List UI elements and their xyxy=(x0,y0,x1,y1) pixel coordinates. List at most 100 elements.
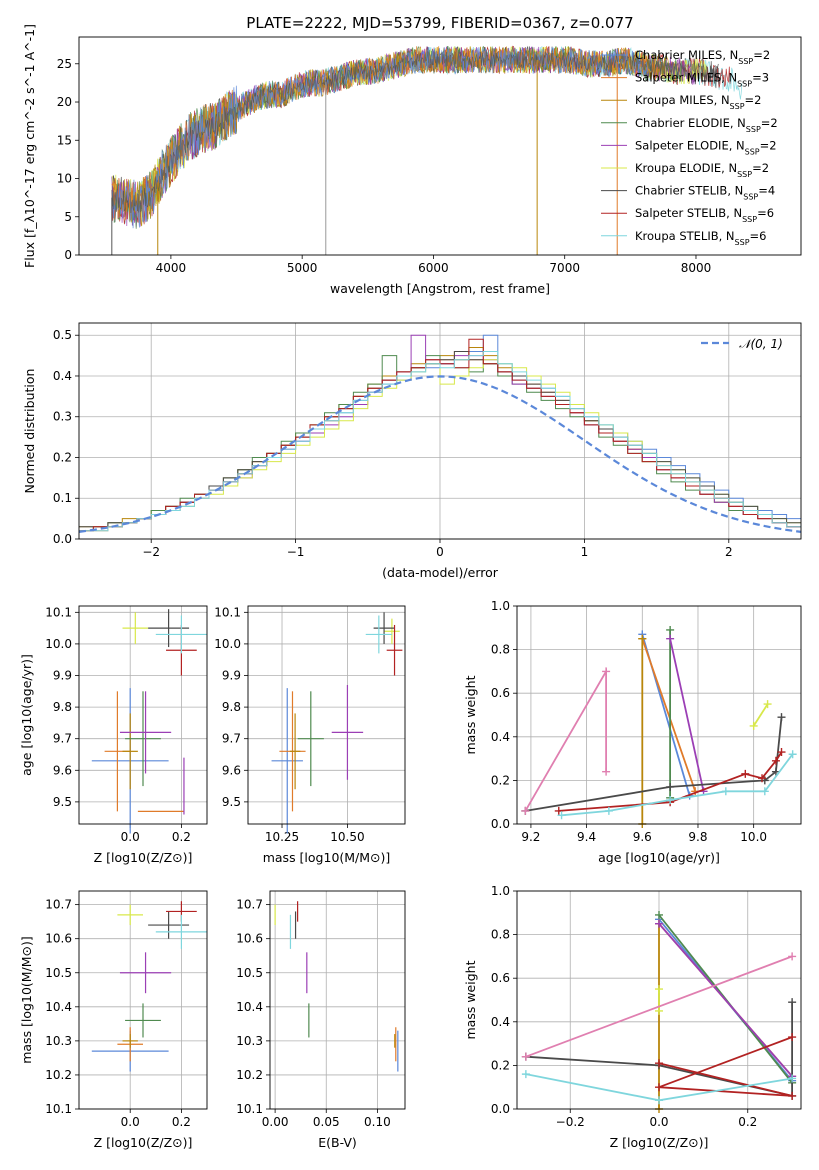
weight-marker xyxy=(554,806,563,815)
x-tick-label: 10.25 xyxy=(265,830,299,844)
axes-frame xyxy=(516,890,802,1110)
y-tick-label: 0.2 xyxy=(491,773,510,787)
y-tick-label: 9.5 xyxy=(53,795,72,809)
y-tick-label: 0.2 xyxy=(53,450,72,464)
weight-marker xyxy=(741,769,750,778)
x-axis-label: Z [log10(Z/Z⊙)] xyxy=(94,1135,193,1150)
x-axis-label: (data-model)/error xyxy=(382,565,499,580)
legend-label: Chabrier STELIB, NSSP=4 xyxy=(635,184,775,202)
y-tick-label: 0.0 xyxy=(491,817,510,831)
weight-marker xyxy=(666,634,675,643)
y-tick-label: 25 xyxy=(57,57,72,71)
legend-nssp: =2 xyxy=(760,138,777,152)
weight-marker xyxy=(655,910,663,919)
y-tick-label: 20 xyxy=(57,95,72,109)
y-axis-label: mass [log10(M/M⊙)] xyxy=(19,936,34,1064)
y-tick-label: 1.0 xyxy=(491,599,510,613)
y-axis-label: Flux [f_λ10^-17 erg cm^-2 s^-1 A^-1] xyxy=(22,24,37,268)
gaussian-legend-label: 𝒩(0, 1) xyxy=(739,337,783,351)
weight-line xyxy=(561,753,794,817)
weight-line xyxy=(525,1002,793,1098)
weight-marker xyxy=(602,667,611,676)
weight-line xyxy=(658,923,793,1077)
weight-marker xyxy=(666,625,675,634)
age_vs_Z-panel: 0.0 0.2 9.5 9.6 9.7 9.8 9.9 10.0 10.1 Z [log10(Z/… xyxy=(19,605,208,865)
weight-line xyxy=(658,1036,793,1097)
y-tick-label: 0.2 xyxy=(491,1058,510,1072)
y-tick-label: 9.5 xyxy=(222,795,241,809)
axes-frame xyxy=(78,890,208,1110)
legend-subscript: SSP xyxy=(737,79,752,88)
legend-label: Chabrier MILES, NSSP=2 xyxy=(635,48,770,66)
weight-marker xyxy=(638,634,647,643)
x-axis-label: mass [log10(M/M⊙)] xyxy=(263,850,391,865)
spectrum-line xyxy=(111,46,648,229)
x-tick-label: 4000 xyxy=(156,261,187,275)
legend-subscript: SSP xyxy=(742,215,757,224)
y-tick-label: 10.7 xyxy=(236,898,263,912)
x-tick-label: 9.8 xyxy=(688,830,707,844)
y-tick-label: 10.5 xyxy=(236,966,263,980)
weight-marker xyxy=(557,811,566,820)
y-tick-label: 10.6 xyxy=(45,932,72,946)
y-tick-label: 9.9 xyxy=(222,669,241,683)
legend-label: Kroupa ELODIE, NSSP=2 xyxy=(635,161,769,179)
y-tick-label: 0.1 xyxy=(53,491,72,505)
weight-line xyxy=(524,668,607,812)
y-tick-label: 10.2 xyxy=(236,1068,263,1082)
weight-marker xyxy=(749,721,758,730)
weight-marker xyxy=(655,1006,663,1015)
weight-marker xyxy=(777,713,786,722)
y-tick-label: 0.8 xyxy=(491,643,510,657)
weight-marker xyxy=(788,1091,797,1100)
weight-line xyxy=(669,638,705,792)
weight-marker xyxy=(788,1074,797,1083)
histogram-step xyxy=(79,351,801,528)
y-tick-label: 0.6 xyxy=(491,971,510,985)
weight-marker xyxy=(788,952,797,961)
mass_vs_EBV-panel: 0.00 0.05 0.10 10.1 10.2 10.3 10.4 10.5 10.6 10.7… xyxy=(236,890,406,1150)
weight-marker xyxy=(788,998,797,1007)
axes-frame xyxy=(516,605,802,825)
x-tick-label: 6000 xyxy=(418,261,449,275)
y-axis-label: mass weight xyxy=(463,960,478,1039)
y-tick-label: 10.1 xyxy=(236,1102,263,1116)
weight_vs_age-panel: 9.2 9.4 9.6 9.8 10.0 0.0 0.2 0.4 0.6 0.8 1.0 age [l… xyxy=(463,599,802,865)
x-axis-label: age [log10(age/yr)] xyxy=(598,850,720,865)
y-tick-label: 10.1 xyxy=(45,1102,72,1116)
weight-marker xyxy=(655,1083,663,1092)
x-tick-label: 0.0 xyxy=(649,1115,668,1129)
y-tick-label: 10.0 xyxy=(214,637,241,651)
y-tick-label: 5 xyxy=(64,210,72,224)
weight-marker xyxy=(763,700,772,709)
x-tick-label: 10.0 xyxy=(740,830,767,844)
x-tick-label: 5000 xyxy=(287,261,318,275)
y-tick-label: 10.6 xyxy=(236,932,263,946)
x-tick-label: 0.05 xyxy=(313,1115,340,1129)
y-tick-label: 9.6 xyxy=(53,763,72,777)
axes-frame xyxy=(269,890,406,1110)
y-tick-label: 0.6 xyxy=(491,686,510,700)
legend-nssp: =3 xyxy=(752,71,769,85)
legend-subscript: SSP xyxy=(737,170,752,179)
weight-marker xyxy=(760,787,769,796)
legend-nssp: =2 xyxy=(752,161,769,175)
y-tick-label: 10.5 xyxy=(45,966,72,980)
y-tick-label: 10.0 xyxy=(45,637,72,651)
legend-subscript: SSP xyxy=(735,237,750,246)
weight-marker xyxy=(758,774,767,783)
weight-marker xyxy=(777,748,786,757)
y-axis-label: mass weight xyxy=(463,675,478,754)
y-tick-label: 15 xyxy=(57,133,72,147)
x-tick-label: 9.6 xyxy=(633,830,652,844)
x-tick-label: 8000 xyxy=(681,261,712,275)
weight-marker xyxy=(721,787,730,796)
x-tick-label: 0.00 xyxy=(262,1115,289,1129)
y-axis-label: Normed distribution xyxy=(22,369,37,494)
y-tick-label: 9.7 xyxy=(222,732,241,746)
y-tick-label: 9.9 xyxy=(53,669,72,683)
legend-label: Salpeter ELODIE, NSSP=2 xyxy=(635,138,777,156)
weight-marker xyxy=(655,985,663,994)
y-tick-label: 10.2 xyxy=(45,1068,72,1082)
axes-frame xyxy=(78,605,208,825)
